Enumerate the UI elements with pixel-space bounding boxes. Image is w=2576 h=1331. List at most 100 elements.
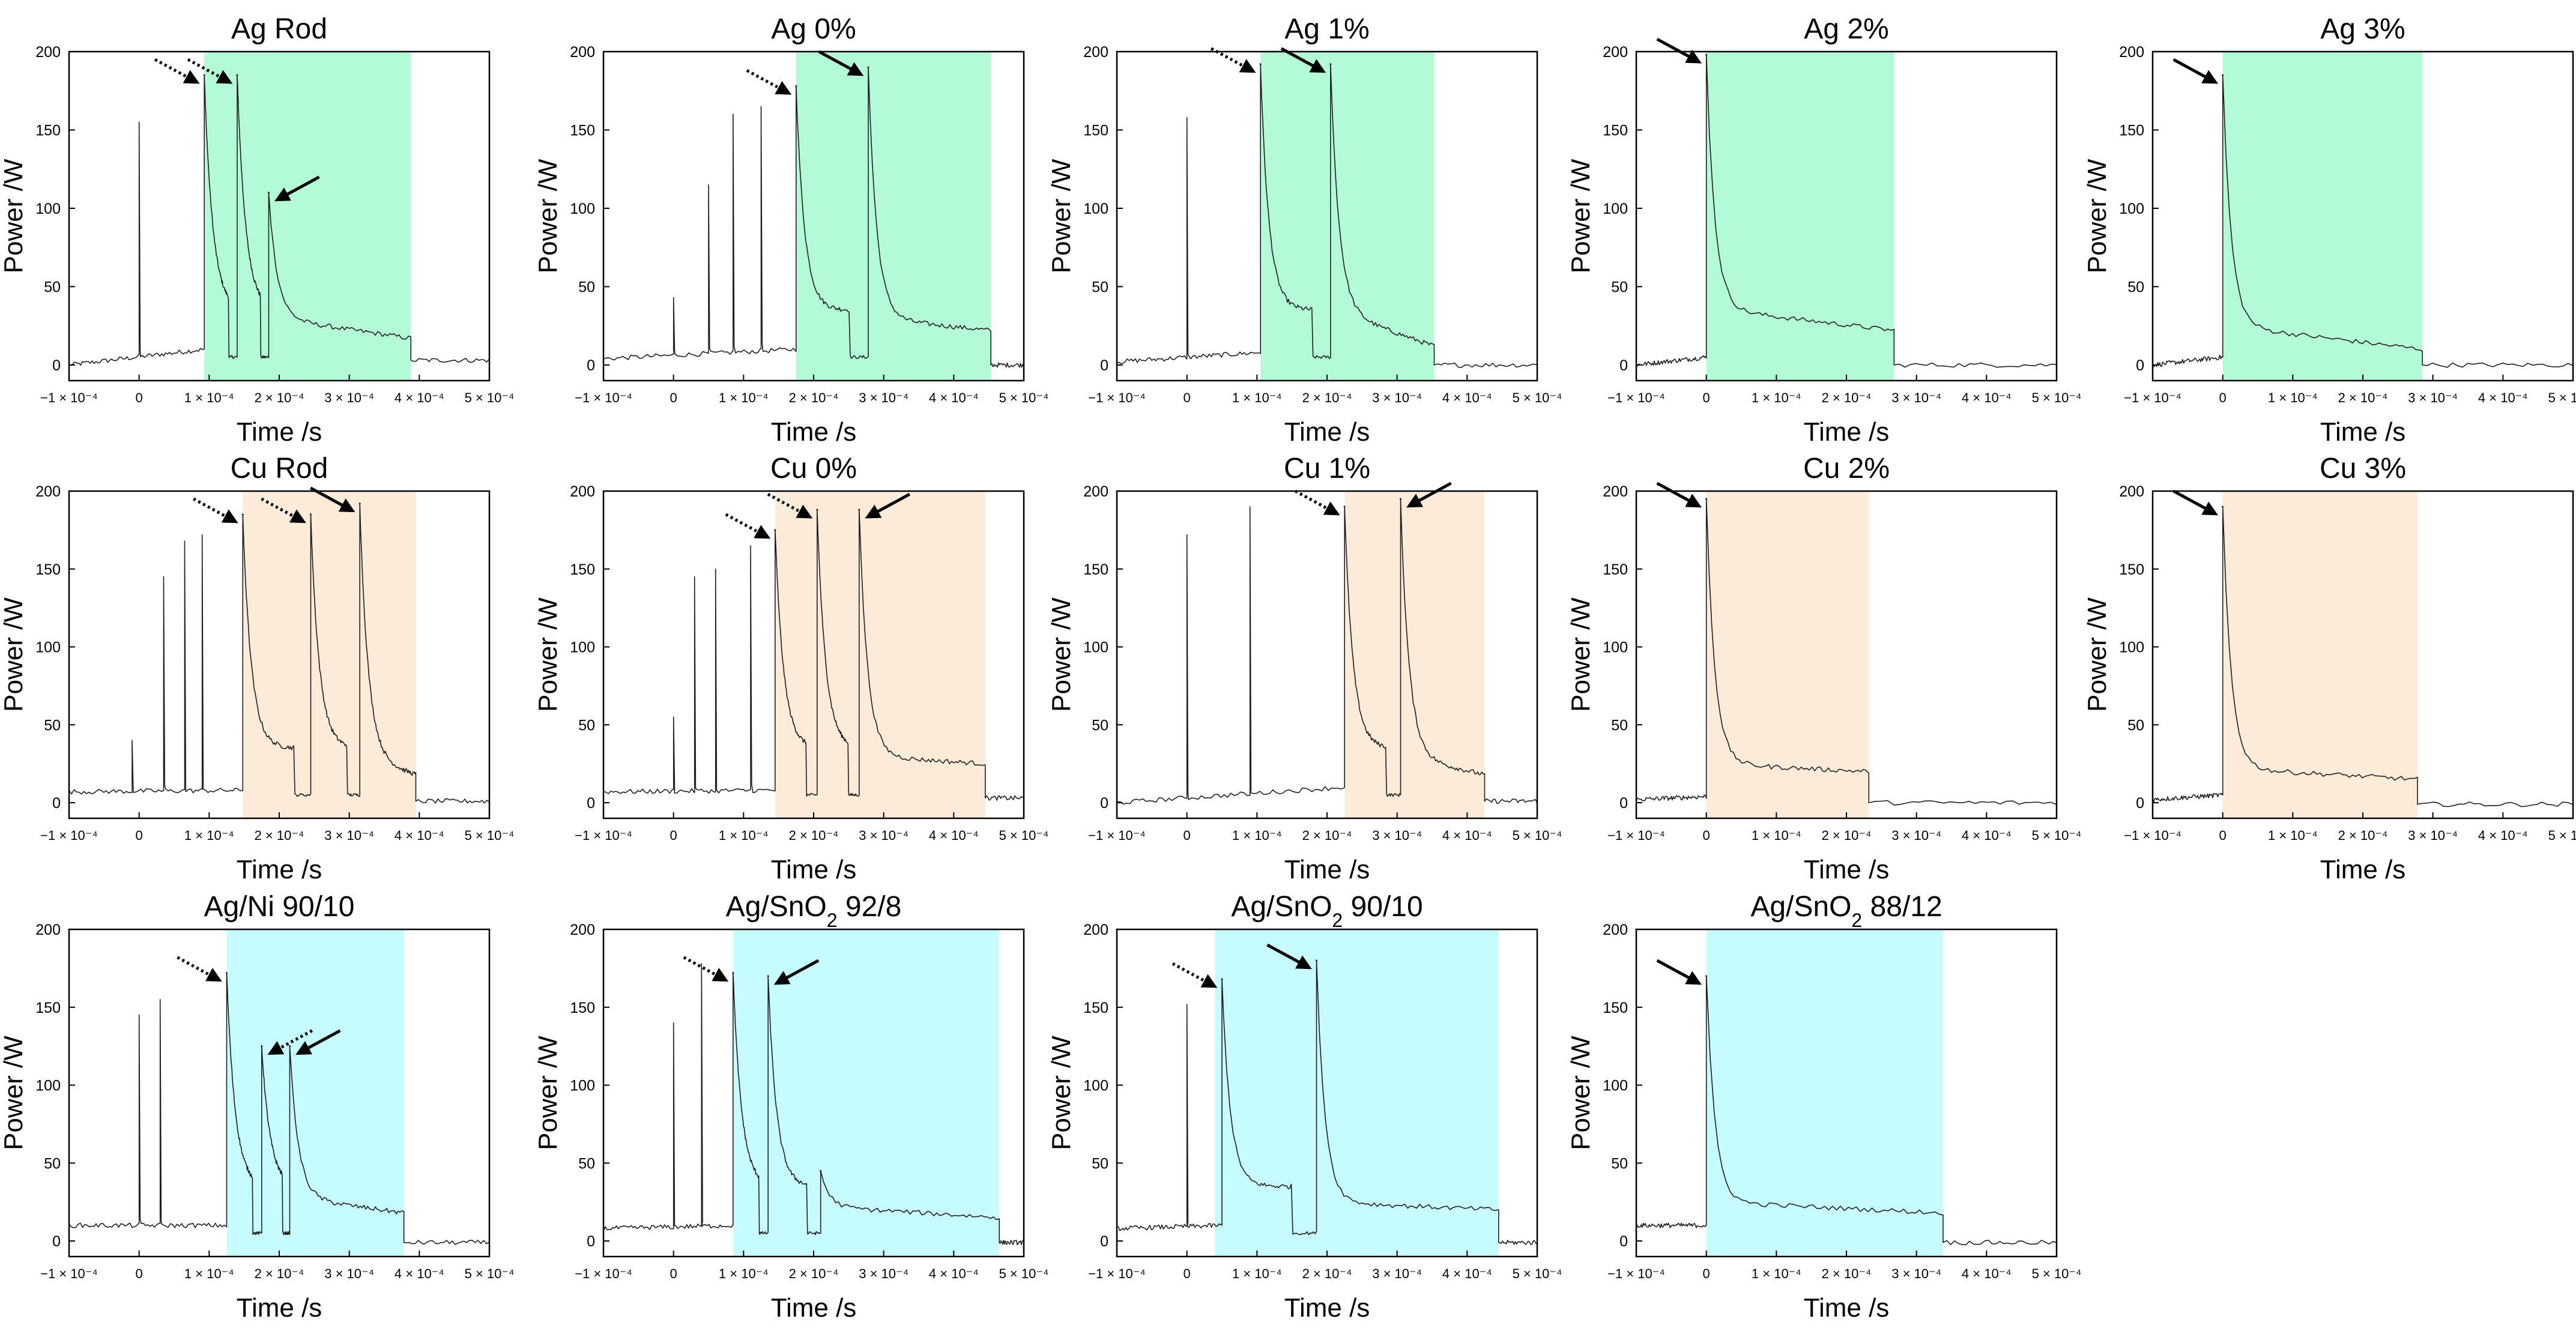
y-tick-label: 0 [587,357,595,374]
y-tick-label: 0 [2136,357,2144,374]
y-tick-label: 150 [35,1000,61,1016]
x-tick-label: 5 × 10⁻⁴ [465,828,515,843]
chart-title: Ag/SnO2 92/8 [726,891,902,931]
x-tick-label: 3 × 10⁻⁴ [859,390,909,405]
y-tick-label: 200 [35,483,61,500]
y-tick-label: 100 [1603,1078,1628,1094]
chart-panel: Cu 0% 0 50 100 150 200 −1 × 10⁻⁴ 0 1 × 10⁻⁴ 2 × 1… [533,453,1048,884]
y-axis-label: Power /W [533,158,563,273]
x-tick-label: 2 × 10⁻⁴ [255,828,304,843]
solid-arrow-annotation [1656,959,1702,985]
x-tick-label: −1 × 10⁻⁴ [1088,1266,1146,1281]
y-tick-label: 150 [570,1000,595,1016]
x-tick-label: 3 × 10⁻⁴ [1372,390,1422,405]
y-tick-label: 150 [1083,561,1108,578]
x-tick-label: 1 × 10⁻⁴ [719,390,769,405]
y-axis-label: Power /W [1566,1036,1595,1150]
chart-panel: Cu 2% 0 50 100 150 200 −1 × 10⁻⁴ 0 1 × 10⁻⁴ 2 × 1… [1566,453,2081,884]
x-tick-label: 3 × 10⁻⁴ [1372,828,1422,843]
x-tick-label: 0 [2219,390,2227,405]
plot-frame [2151,50,2574,382]
peak-marker [310,513,312,516]
chart-title: Ag 3% [2320,13,2405,45]
x-tick-label: 1 × 10⁻⁴ [719,828,769,843]
y-tick-label: 0 [1100,1233,1108,1250]
x-tick-label: 1 × 10⁻⁴ [1232,828,1282,843]
x-axis-label: Time /s [771,417,857,447]
plot-frame [1635,50,2058,382]
highlight-region [1215,929,1499,1257]
x-tick-label: 0 [2219,828,2227,843]
x-tick-label: 4 × 10⁻⁴ [395,1266,444,1281]
x-axis-label: Time /s [237,1293,322,1323]
power-trace [68,503,490,804]
highlight-region [1706,929,1943,1257]
plot-frame [2151,490,2574,819]
dotted-arrow-annotation [267,1029,313,1055]
power-trace [2152,74,2574,368]
y-tick-label: 200 [570,44,595,61]
title-part: Ag/SnO [726,891,827,923]
x-tick-label: 3 × 10⁻⁴ [324,828,374,843]
x-tick-label: 3 × 10⁻⁴ [859,1266,909,1281]
chart-title: Cu Rod [231,453,328,484]
y-tick-label: 100 [570,1078,595,1094]
x-tick-label: 2 × 10⁻⁴ [1822,828,1872,843]
y-tick-label: 0 [1619,357,1628,374]
x-tick-label: 2 × 10⁻⁴ [789,390,839,405]
x-axis-label: Time /s [2320,855,2406,884]
title-part: Cu 0% [770,453,857,484]
y-axis-label: Power /W [0,597,28,712]
x-tick-label: 5 × 10⁻⁴ [1513,390,1562,405]
peak-marker [1705,498,1708,500]
x-tick-label: −1 × 10⁻⁴ [575,1266,632,1281]
y-tick-label: 100 [570,639,595,656]
peak-marker [261,1045,263,1048]
x-tick-label: 2 × 10⁻⁴ [1302,828,1352,843]
y-axis-label: Power /W [0,158,28,273]
x-tick-label: −1 × 10⁻⁴ [575,390,632,405]
x-tick-label: 2 × 10⁻⁴ [1822,1266,1872,1281]
peak-marker [203,74,205,76]
peak-marker [1221,978,1223,980]
x-tick-label: 3 × 10⁻⁴ [2408,828,2458,843]
y-tick-label: 100 [1603,201,1628,217]
x-tick-label: 4 × 10⁻⁴ [929,828,979,843]
chart-panel: Ag 1% 0 50 100 150 200 −1 × 10⁻⁴ 0 1 × 10⁻⁴ 2 × 1… [1047,13,1562,447]
highlight-region [204,52,411,381]
x-tick-label: 0 [1184,390,1191,405]
peak-marker [1705,975,1708,977]
peak-marker [1705,53,1708,56]
title-part: Ag/Ni 90/10 [204,891,355,923]
y-tick-label: 200 [2119,483,2144,500]
solid-arrow-annotation [773,959,820,985]
power-trace [1636,976,2057,1246]
title-subscript: 2 [827,910,838,931]
solid-arrow-annotation [818,50,864,76]
y-tick-label: 50 [1092,279,1108,295]
x-tick-label: 5 × 10⁻⁴ [1513,1266,1562,1281]
y-tick-label: 150 [570,561,595,578]
chart-panel: Ag/SnO2 92/8 0 50 100 150 200 −1 × 10⁻⁴ 0 1 × 10… [533,891,1048,1323]
x-tick-label: 0 [670,390,677,405]
x-axis-label: Time /s [1804,417,1890,447]
y-tick-label: 100 [35,1078,61,1094]
solid-arrow-annotation [1656,481,1702,508]
x-axis-label: Time /s [2320,417,2406,447]
y-tick-label: 50 [1611,1155,1628,1172]
highlight-region [2222,52,2423,381]
y-tick-label: 50 [2127,279,2144,295]
power-trace [603,963,1024,1246]
solid-arrow-annotation [295,1029,341,1055]
x-tick-label: 3 × 10⁻⁴ [1891,1266,1941,1281]
highlight-region [2222,491,2417,818]
x-tick-label: −1 × 10⁻⁴ [2124,390,2181,405]
y-tick-label: 200 [1083,44,1108,61]
y-tick-label: 0 [1619,795,1628,812]
x-tick-label: 5 × 10⁻⁴ [999,390,1049,405]
title-part: 90/10 [1343,891,1423,923]
title-part: Ag 0% [771,13,856,45]
peak-marker [767,975,769,977]
x-tick-label: 4 × 10⁻⁴ [395,828,444,843]
y-tick-label: 150 [1603,1000,1628,1016]
